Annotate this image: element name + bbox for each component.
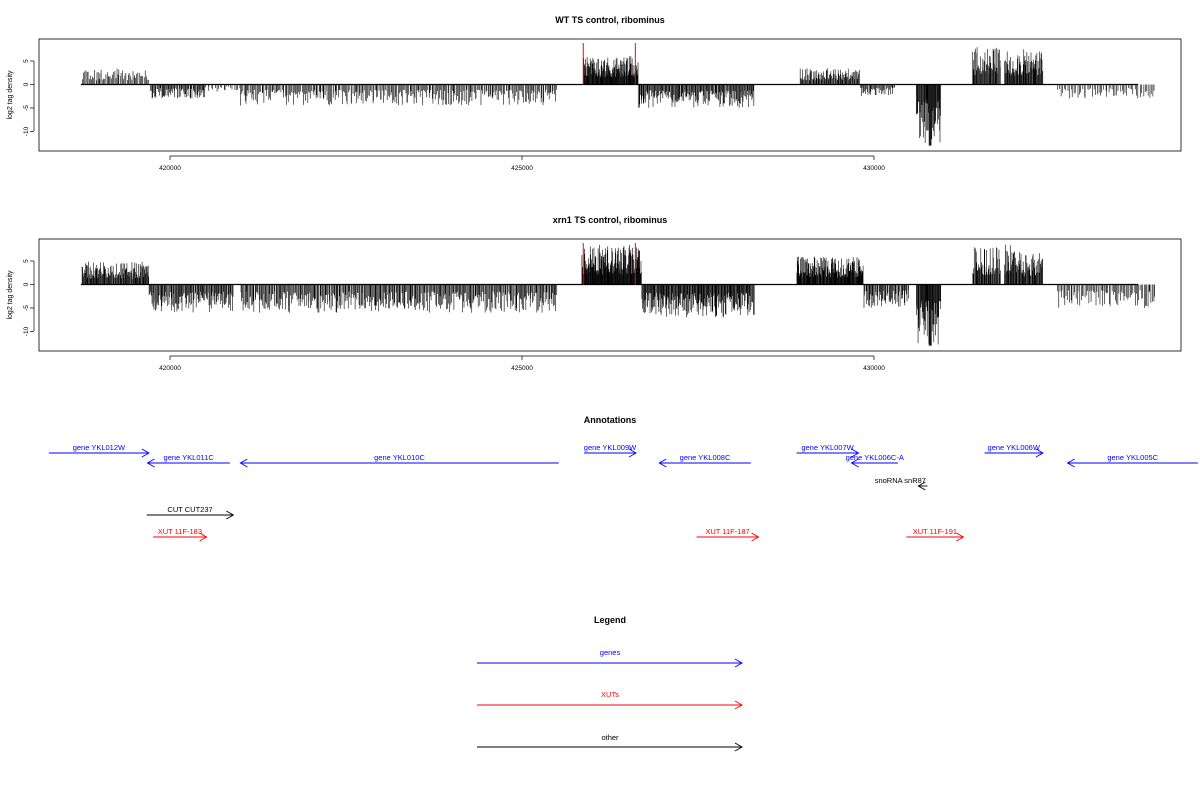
annotation-feature: gene YKL005C [1066, 453, 1198, 468]
feature-label: gene YKL005C [1107, 453, 1158, 462]
arrow-head-icon [851, 448, 860, 458]
annotation-feature: XUT 11F-187 [696, 527, 760, 542]
annotations-title: Annotations [584, 415, 637, 425]
legend-item-other: other [477, 733, 743, 752]
arrow-head-icon [239, 458, 248, 468]
arrow-head-icon [734, 742, 743, 752]
x-tick-label: 420000 [159, 165, 181, 172]
feature-label: gene YKL008C [680, 453, 731, 462]
y-tick-label: 5 [23, 259, 30, 263]
y-tick-label: 0 [23, 282, 30, 286]
feature-label: gene YKL006W [988, 443, 1041, 452]
legend-title: Legend [594, 615, 626, 625]
annotation-feature: CUT CUT237 [146, 505, 235, 520]
arrow-head-icon [226, 510, 235, 520]
feature-label: snoRNA snR87 [875, 476, 926, 485]
plot-frame [38, 238, 1182, 352]
annotation-feature: XUT 11F-191 [906, 527, 965, 542]
feature-label: gene YKL007W [801, 443, 854, 452]
y-tick-label: -5 [23, 305, 30, 311]
panel-wt: WT TS control, ribominus 420000 425000 4… [7, 15, 1182, 172]
annotation-feature: XUT 11F-183 [153, 527, 208, 542]
arrow-head-icon [956, 532, 965, 542]
arrow-head-icon [199, 532, 208, 542]
y-tick-label: 5 [23, 59, 30, 63]
plot-frame [38, 38, 1182, 152]
arrow-head-icon [1066, 458, 1075, 468]
arrow-head-icon [917, 481, 926, 491]
feature-label: gene YKL010C [374, 453, 425, 462]
legend-item-xuts: XUTs [477, 690, 743, 710]
legend-label: other [601, 733, 619, 742]
y-tick-label: -10 [23, 326, 30, 336]
x-tick-label: 430000 [863, 165, 885, 172]
arrow-head-icon [734, 700, 743, 710]
y-tick-label: 0 [23, 82, 30, 86]
legend-label: XUTs [601, 690, 619, 699]
annotation-feature: gene YKL006W [984, 443, 1044, 458]
x-tick-label: 430000 [863, 365, 885, 372]
feature-label: XUT 11F-183 [158, 527, 202, 536]
arrow-head-icon [1035, 448, 1044, 458]
feature-label: gene YKL011C [164, 453, 215, 462]
feature-label: XUT 11F-187 [705, 527, 749, 536]
x-tick-label: 420000 [159, 365, 181, 372]
panel-xrn1: xrn1 TS control, ribominus 420000 425000… [7, 215, 1182, 372]
legend-label: genes [600, 648, 621, 657]
arrow-head-icon [146, 458, 155, 468]
legend-item-genes: genes [477, 648, 743, 668]
feature-label: gene YKL012W [73, 443, 126, 452]
y-axis: 5 0 -5 -10 log2 tag density [7, 59, 35, 136]
y-tick-label: -5 [23, 105, 30, 111]
arrow-head-icon [734, 658, 743, 668]
panel-title: xrn1 TS control, ribominus [553, 215, 668, 225]
annotation-feature: snoRNA snR87 [875, 476, 928, 491]
feature-label: gene YKL006C-A [846, 453, 904, 462]
signal-bars [81, 43, 1155, 146]
arrow-head-icon [141, 448, 150, 458]
annotation-feature: gene YKL010C [239, 453, 559, 468]
arrow-head-icon [628, 448, 637, 458]
feature-label: gene YKL009W [584, 443, 637, 452]
y-axis-label: log2 tag density [7, 270, 14, 320]
y-axis: 5 0 -5 -10 log2 tag density [7, 259, 35, 336]
x-tick-label: 425000 [511, 365, 533, 372]
annotation-features: gene YKL012W gene YKL011C gene YKL010C gene… [48, 443, 1198, 542]
arrow-head-icon [850, 458, 859, 468]
signal-bars [81, 243, 1155, 346]
annotation-feature: gene YKL011C [146, 453, 230, 468]
feature-label: XUT 11F-191 [913, 527, 957, 536]
annotation-feature: gene YKL008C [658, 453, 751, 468]
y-tick-label: -10 [23, 126, 30, 136]
panel-title: WT TS control, ribominus [555, 15, 665, 25]
arrow-head-icon [658, 458, 667, 468]
feature-label: CUT CUT237 [167, 505, 212, 514]
annotation-feature: gene YKL009W [584, 443, 637, 458]
x-tick-label: 425000 [511, 165, 533, 172]
x-axis: 420000 425000 430000 [159, 155, 885, 172]
x-axis: 420000 425000 430000 [159, 355, 885, 372]
y-axis-label: log2 tag density [7, 70, 14, 120]
annotation-feature: gene YKL012W [48, 443, 150, 458]
annotation-feature: gene YKL006C-A [846, 453, 904, 468]
legend: Legend genes XUTs other [477, 615, 743, 752]
arrow-head-icon [751, 532, 760, 542]
annotation-feature: gene YKL007W [796, 443, 860, 458]
